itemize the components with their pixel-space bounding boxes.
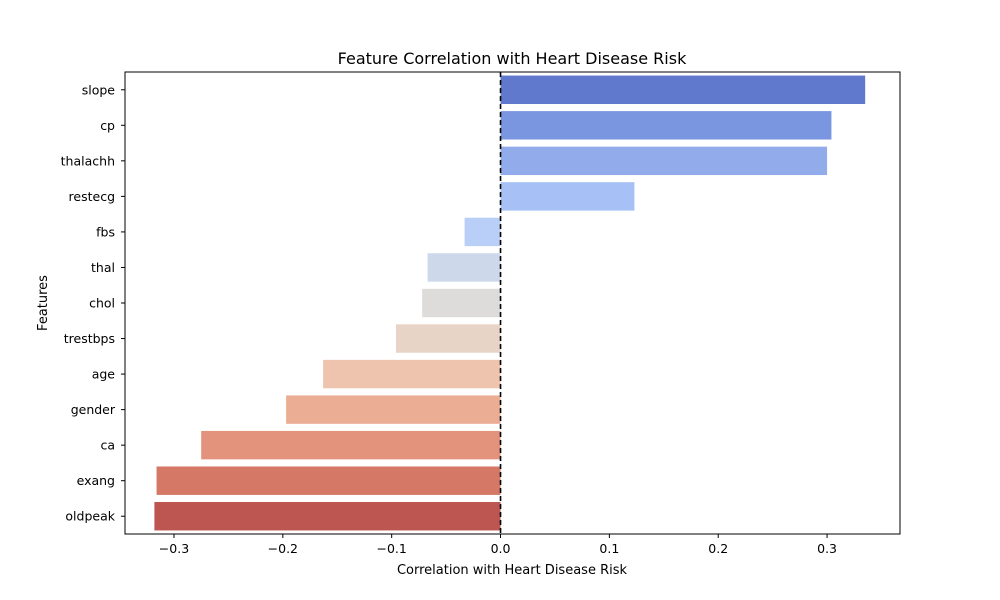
bar-exang bbox=[156, 466, 501, 495]
y-tick-label: age bbox=[92, 367, 116, 382]
chart-title: Feature Correlation with Heart Disease R… bbox=[338, 49, 687, 68]
bar-ca bbox=[201, 430, 501, 460]
bar-trestbps bbox=[396, 324, 501, 353]
y-tick-label: oldpeak bbox=[65, 509, 115, 524]
y-tick-label: chol bbox=[89, 296, 115, 311]
y-axis-label: Features bbox=[36, 275, 51, 331]
x-tick-label: 0.1 bbox=[599, 541, 619, 556]
plot-frame bbox=[124, 71, 901, 535]
x-tick-label: 0.2 bbox=[708, 541, 728, 556]
x-tick-label: 0.0 bbox=[491, 541, 511, 556]
bar-fbs bbox=[464, 217, 501, 247]
x-axis-label: Correlation with Heart Disease Risk bbox=[397, 563, 628, 578]
x-axis-ticks: −0.3 −0.2 −0.1 0.0 0.1 0.2 0.3 bbox=[159, 534, 837, 556]
y-tick-label: fbs bbox=[96, 224, 115, 239]
bar-cp bbox=[500, 111, 832, 140]
y-tick-label: gender bbox=[71, 402, 116, 417]
y-tick-label: trestbps bbox=[64, 331, 115, 346]
bar-age bbox=[323, 359, 501, 389]
y-tick-label: restecg bbox=[69, 189, 115, 204]
bar-slope bbox=[500, 75, 866, 104]
x-tick-label: −0.2 bbox=[268, 541, 298, 556]
x-tick-label: −0.1 bbox=[376, 541, 406, 556]
bar-restecg bbox=[500, 182, 635, 211]
x-tick-label: 0.3 bbox=[817, 541, 837, 556]
bars-group bbox=[154, 75, 866, 531]
bar-oldpeak bbox=[154, 502, 501, 531]
x-tick-label: −0.3 bbox=[159, 541, 189, 556]
bar-thalachh bbox=[500, 146, 828, 176]
y-tick-label: ca bbox=[100, 438, 115, 453]
bar-chol bbox=[422, 288, 501, 318]
y-tick-label: cp bbox=[100, 118, 115, 133]
y-tick-label: slope bbox=[82, 82, 116, 97]
y-tick-label: thal bbox=[91, 260, 115, 275]
y-tick-label: thalachh bbox=[61, 153, 115, 168]
bar-thal bbox=[427, 253, 501, 282]
y-tick-label: exang bbox=[77, 473, 115, 488]
bar-gender bbox=[286, 395, 501, 424]
y-axis-ticks: slope cp thalachh restecg fbs thal chol trestbp… bbox=[61, 82, 125, 524]
